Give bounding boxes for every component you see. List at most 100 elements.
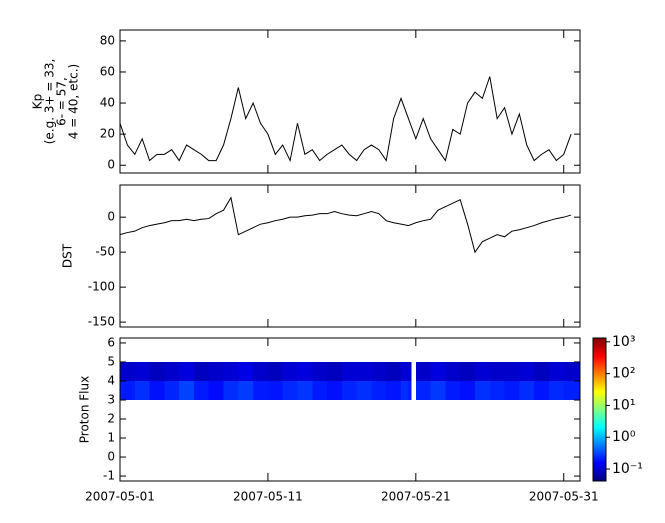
data-line	[119, 196, 572, 254]
colorbar-swatch	[593, 389, 606, 391]
colorbar-tick-label: 10²	[612, 366, 635, 382]
colorbar-swatch	[593, 374, 606, 376]
colorbar-swatch	[593, 435, 606, 437]
colorbar-swatch	[593, 426, 606, 428]
colorbar-swatch	[593, 447, 606, 449]
spectrogram-cell	[312, 380, 328, 400]
spectrogram-cell	[371, 361, 387, 381]
colorbar-swatch	[593, 451, 606, 453]
colorbar-swatch	[593, 464, 606, 466]
colorbar-swatch	[593, 377, 606, 379]
panel: 0 20 40 60 80 Kp(e.g. 3+ = 33,6- = 57,4 = 40,…	[31, 29, 581, 174]
spectrogram-cell	[445, 380, 461, 400]
colorbar-swatch	[593, 371, 606, 373]
colorbar-swatch	[593, 409, 606, 411]
colorbar-swatch	[593, 452, 606, 454]
colorbar-swatch	[593, 369, 606, 371]
colorbar-swatch	[593, 339, 606, 341]
plot-frame	[119, 337, 581, 482]
plot-frame	[119, 29, 581, 174]
spectrogram-cell	[341, 361, 357, 381]
x-tick-label: 2007-05-21	[381, 490, 451, 504]
colorbar-swatch	[593, 366, 606, 368]
colorbar-swatch	[593, 436, 606, 438]
spectrogram-cell	[415, 380, 431, 400]
colorbar-swatch	[593, 381, 606, 383]
spectrogram-cell	[120, 380, 136, 400]
spectrogram-cell	[563, 380, 581, 400]
colorbar-swatch	[593, 357, 606, 359]
spectrogram-cell	[193, 361, 210, 381]
spectrogram-cell	[401, 361, 409, 381]
x-tick-label: 2007-05-31	[529, 490, 599, 504]
spectrogram-cell	[238, 380, 254, 400]
spectrogram-cell	[445, 361, 461, 381]
colorbar-swatch	[593, 455, 606, 457]
colorbar-swatch	[593, 363, 606, 365]
colorbar-swatch	[593, 346, 606, 348]
x-tick-label: 2007-05-01	[85, 490, 155, 504]
colorbar-swatch	[593, 437, 606, 439]
colorbar-swatch	[593, 362, 606, 364]
colorbar-swatch	[593, 453, 606, 455]
colorbar-swatch	[593, 387, 606, 389]
y-tick-label: -150	[88, 315, 115, 329]
spectrogram-cell	[193, 380, 210, 400]
spectrogram-cell	[134, 380, 150, 400]
colorbar-swatch	[593, 382, 606, 384]
colorbar-swatch	[593, 478, 606, 480]
colorbar-swatch	[593, 414, 606, 416]
colorbar-swatch	[593, 404, 606, 406]
spectrogram-cell	[164, 380, 180, 400]
colorbar-swatch	[593, 468, 606, 470]
colorbar-swatch	[593, 401, 606, 403]
colorbar-swatch	[593, 439, 606, 441]
colorbar-swatch	[593, 354, 606, 356]
colorbar-swatch	[593, 454, 606, 456]
colorbar-swatch	[593, 471, 606, 473]
y-tick-label: -50	[95, 245, 115, 259]
colorbar-swatch	[593, 399, 606, 401]
colorbar-swatch	[593, 342, 606, 344]
colorbar-swatch	[593, 364, 606, 366]
colorbar-swatch	[593, 477, 606, 479]
colorbar-swatch	[593, 450, 606, 452]
colorbar-swatch	[593, 413, 606, 415]
colorbar-swatch	[593, 349, 606, 351]
spectrogram-cell	[149, 380, 165, 400]
spectrogram-cell	[282, 361, 298, 381]
x-tick-label: 2007-05-11	[233, 490, 303, 504]
plot-frame	[119, 184, 581, 328]
colorbar-swatch	[593, 393, 606, 395]
colorbar-swatch	[593, 425, 606, 427]
colorbar-swatch	[593, 428, 606, 430]
spectrogram-cell	[519, 380, 535, 400]
spectrogram-cell	[534, 380, 550, 400]
spectrogram-cell	[548, 380, 565, 400]
colorbar-swatch	[593, 376, 606, 378]
colorbar-swatch	[593, 410, 606, 412]
colorbar-swatch	[593, 365, 606, 367]
colorbar-swatch	[593, 442, 606, 444]
spectrogram-cell	[371, 380, 387, 400]
colorbar-swatch	[593, 378, 606, 380]
colorbar-tick-label: 10¹	[612, 397, 635, 413]
colorbar-swatch	[593, 461, 606, 463]
colorbar-swatch	[593, 385, 606, 387]
y-tick-label: 0	[107, 210, 115, 224]
colorbar-swatch	[593, 415, 606, 417]
spectrogram-cell	[430, 380, 446, 400]
colorbar-swatch	[593, 419, 606, 421]
colorbar-swatch	[593, 368, 606, 370]
y-tick-label: 0	[107, 450, 115, 464]
colorbar-swatch	[593, 396, 606, 398]
colorbar-swatch	[593, 441, 606, 443]
colorbar-swatch	[593, 446, 606, 448]
spectrogram-cell	[401, 380, 409, 400]
spectrogram-cell	[179, 361, 195, 381]
colorbar-swatch	[593, 458, 606, 460]
spectrogram-cell	[223, 380, 239, 400]
spectrogram-cell	[134, 361, 150, 381]
y-axis-label: (e.g. 3+ = 33,	[43, 59, 57, 145]
spectrogram-cell	[297, 380, 313, 400]
